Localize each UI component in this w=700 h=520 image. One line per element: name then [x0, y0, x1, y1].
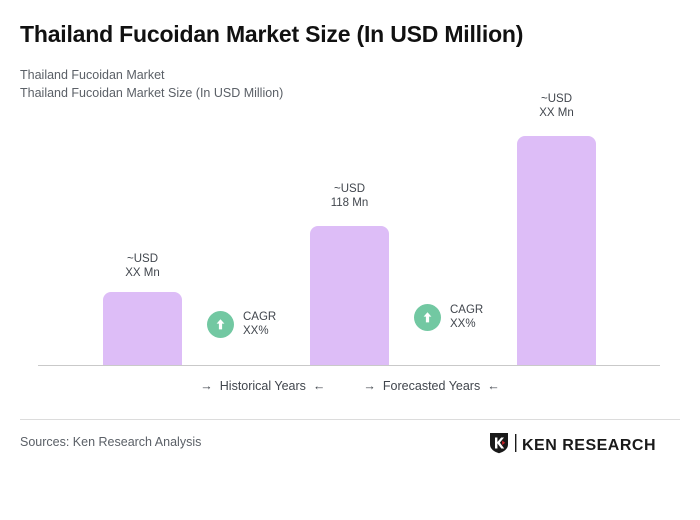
shield-k-icon — [489, 432, 509, 459]
x-axis-line — [38, 365, 660, 366]
period-legend: → Historical Years ← → Forecasted Years … — [0, 379, 700, 393]
source-note: Sources: Ken Research Analysis — [20, 435, 202, 449]
bar-label-base-year: ~USD 118 Mn — [310, 182, 389, 210]
bar-base-year[interactable] — [310, 226, 389, 365]
bar-label-line-1: ~USD — [541, 93, 572, 105]
cagr-text-forecast: CAGR XX% — [450, 303, 483, 331]
bar-label-line-1: ~USD — [334, 183, 365, 195]
page-title: Thailand Fucoidan Market Size (In USD Mi… — [20, 21, 524, 47]
cagr-label: CAGR — [243, 311, 277, 323]
legend-historical-years: → Historical Years ← — [200, 379, 325, 393]
arrow-right-icon: → — [200, 378, 213, 393]
legend-historical-label: Historical Years — [219, 379, 306, 393]
arrow-right-icon: → — [363, 378, 376, 393]
arrow-left-icon: ← — [312, 378, 326, 393]
arrow-left-icon: ← — [487, 378, 500, 393]
legend-forecasted-years: → Forecasted Years ← — [363, 379, 499, 393]
bar-label-line-2: XX Mn — [125, 267, 160, 279]
cagr-text-historical: CAGR XX% — [243, 310, 276, 338]
subtitle-line-2: Thailand Fucoidan Market Size (In USD Mi… — [20, 86, 284, 100]
bar-historical[interactable] — [103, 292, 182, 365]
cagr-value: XX% — [450, 318, 476, 330]
subtitle-block: Thailand Fucoidan Market Thailand Fucoid… — [20, 66, 283, 102]
subtitle-line-1: Thailand Fucoidan Market — [20, 68, 165, 82]
footer-divider — [20, 419, 680, 420]
logo-divider — [514, 434, 517, 457]
bar-label-line-2: XX Mn — [539, 107, 574, 119]
cagr-label: CAGR — [450, 304, 484, 316]
bar-label-line-2: 118 Mn — [330, 197, 369, 209]
cagr-value: XX% — [243, 325, 269, 337]
arrow-up-icon — [207, 310, 234, 338]
bar-forecast[interactable] — [517, 136, 596, 365]
ken-research-logo: KEN RESEARCH — [489, 432, 656, 459]
chart-plot-area: ~USD XX Mn ~USD 118 Mn ~USD XX Mn CAGR X… — [0, 92, 700, 393]
bar-label-historical: ~USD XX Mn — [103, 252, 182, 280]
bar-label-line-1: ~USD — [127, 253, 158, 265]
legend-forecasted-label: Forecasted Years — [382, 379, 481, 393]
logo-wordmark: KEN RESEARCH — [521, 436, 656, 454]
cagr-badge-historical: CAGR XX% — [207, 310, 276, 338]
cagr-badge-forecast: CAGR XX% — [414, 303, 483, 331]
bar-label-forecast: ~USD XX Mn — [517, 92, 596, 120]
arrow-up-icon — [414, 303, 441, 331]
